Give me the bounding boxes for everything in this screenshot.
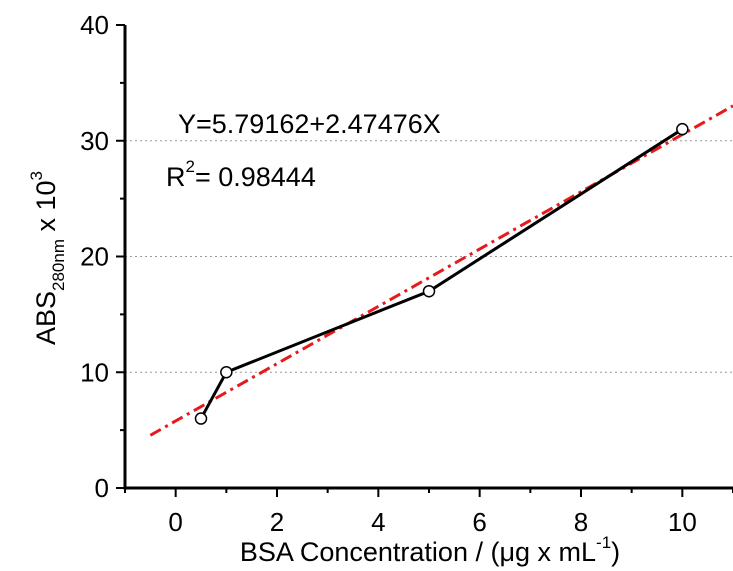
fit-line-path (149, 104, 733, 437)
fit-line (149, 104, 733, 437)
x-tick-label: 4 (371, 507, 385, 537)
y-tick-label: 40 (80, 10, 109, 40)
r-squared-annotation: R2= 0.98444 (166, 157, 316, 192)
x-tick-label: 8 (574, 507, 588, 537)
data-points (194, 122, 689, 425)
x-axis-title: BSA Concentration / (μg x mL-1) (240, 533, 620, 567)
y-axis-title: ABS280nm x 103 (27, 171, 68, 345)
x-tick-label: 2 (270, 507, 284, 537)
x-axis-title-unit: g x mL (515, 537, 596, 567)
y-axis-title-main: ABS (31, 291, 61, 345)
y-tick-label: 20 (80, 242, 109, 272)
series-line (199, 127, 684, 420)
ticks: 0 2 4 6 8 10 0 10 20 30 40 (80, 10, 733, 537)
x-axis-title-end: ) (611, 537, 620, 567)
x-axis-title-main: BSA Concentration / ( (240, 537, 500, 567)
y-axis-title-subscript: 280nm (49, 239, 68, 291)
y-tick-label: 0 (95, 473, 109, 503)
y-axis-title-mid: x 10 (31, 180, 61, 239)
x-tick-label: 6 (472, 507, 486, 537)
r-squared-value: = 0.98444 (195, 162, 316, 192)
data-point (220, 366, 233, 379)
equation-annotation: Y=5.79162+2.47476X (178, 109, 441, 139)
data-point (422, 284, 436, 298)
y-tick-label: 10 (80, 357, 109, 387)
x-tick-label: 0 (168, 507, 182, 537)
data-point (676, 122, 689, 136)
x-tick-label: 10 (668, 507, 697, 537)
y-tick-label: 30 (80, 126, 109, 156)
r-squared-superscript: 2 (186, 157, 195, 176)
x-axis-title-superscript: -1 (596, 533, 611, 552)
x-axis-title-mu: μ (499, 537, 515, 567)
y-axis-title-superscript: 3 (27, 171, 46, 180)
data-series (199, 127, 684, 420)
data-point (194, 412, 208, 425)
r-squared-letter: R (166, 162, 186, 192)
axes (123, 25, 733, 490)
